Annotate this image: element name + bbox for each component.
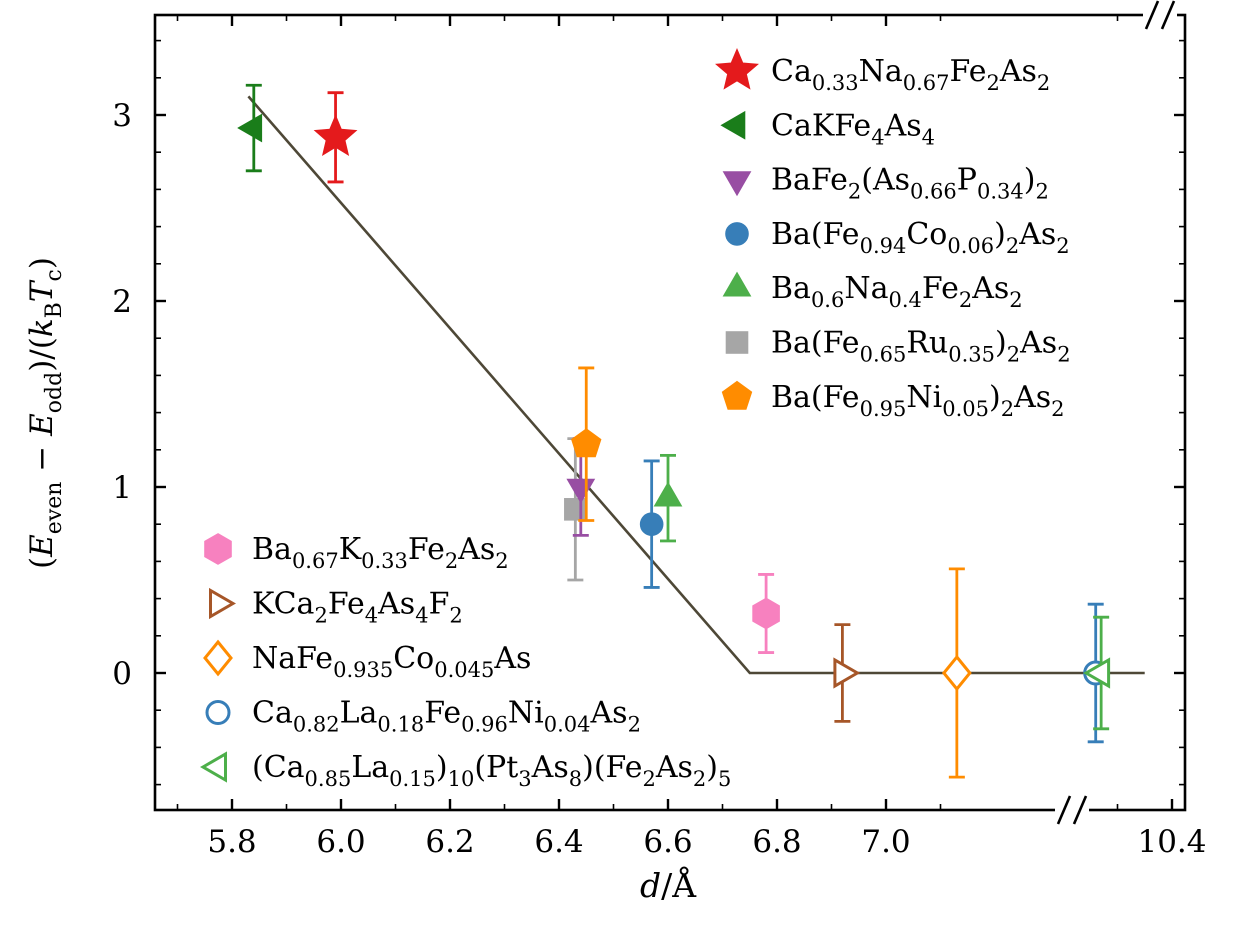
legend-label: Ca0.33Na0.67Fe2As2 [771,54,1050,95]
legend-marker [720,110,746,140]
data-point [237,113,263,143]
x-tick-label: 5.8 [207,824,256,860]
data-point [941,654,972,692]
x-tick-label: 6.8 [752,824,801,860]
axis-break-slash [1072,795,1088,825]
legend-label: BaFe2(As0.66P0.34)2 [771,163,1049,204]
y-tick-label: 0 [112,656,132,692]
legend-label: Ba(Fe0.94Co0.06)2As2 [771,217,1070,258]
data-point [833,657,861,689]
x-tick-label: 7.0 [861,824,910,860]
x-tick-label: 6.0 [316,824,365,860]
legend-label: Ba0.6Na0.4Fe2As2 [771,271,1023,312]
axis-break-slash [1144,0,1160,30]
legend-label: Ba(Fe0.95Ni0.05)2As2 [771,380,1065,421]
legend-marker [722,271,752,297]
x-tick-label: 6.6 [643,824,692,860]
legend-label: KCa2Fe4As4F2 [252,587,463,628]
legend-marker [721,380,753,410]
x-tick-label: 6.4 [534,824,583,860]
legend-marker [200,751,227,783]
legend-marker [725,222,749,246]
legend-marker [715,47,759,90]
data-point [1083,657,1111,689]
data-point [639,512,664,537]
legend-marker [204,533,232,565]
legend-marker [203,639,233,677]
data-point [752,597,780,630]
y-tick-label: 3 [112,98,132,134]
y-tick-label: 1 [112,470,132,506]
data-point [571,428,602,458]
legend-marker [722,171,752,197]
axis-break-slash [1056,795,1072,825]
legend-label: Ba0.67K0.33Fe2As2 [252,532,509,573]
legend-marker [205,700,231,725]
data-point [313,114,358,156]
x-tick-label: 6.2 [425,824,474,860]
axis-break-slash [1160,0,1176,30]
y-tick-label: 2 [112,284,132,320]
legend-marker [209,587,236,620]
legend-label: Ba(Fe0.65Ru0.35)2As2 [771,326,1071,367]
legend-label: CaKFe4As4 [771,108,935,149]
legend-label: NaFe0.935Co0.045As [252,641,531,682]
legend-label: Ca0.82La0.18Fe0.96Ni0.04As2 [252,696,641,737]
legend-label: (Ca0.85La0.15)10(Pt3As8)(Fe2As2)5 [252,750,731,791]
y-axis-label: (Eeven − Eodd)/(kBTc) [24,257,67,569]
data-point [564,498,587,521]
legend-marker [725,331,749,354]
fit-line [247,95,1145,675]
x-tick-label: 10.4 [1137,824,1206,860]
x-axis-label: d/Å [640,865,697,905]
data-point [653,481,683,507]
